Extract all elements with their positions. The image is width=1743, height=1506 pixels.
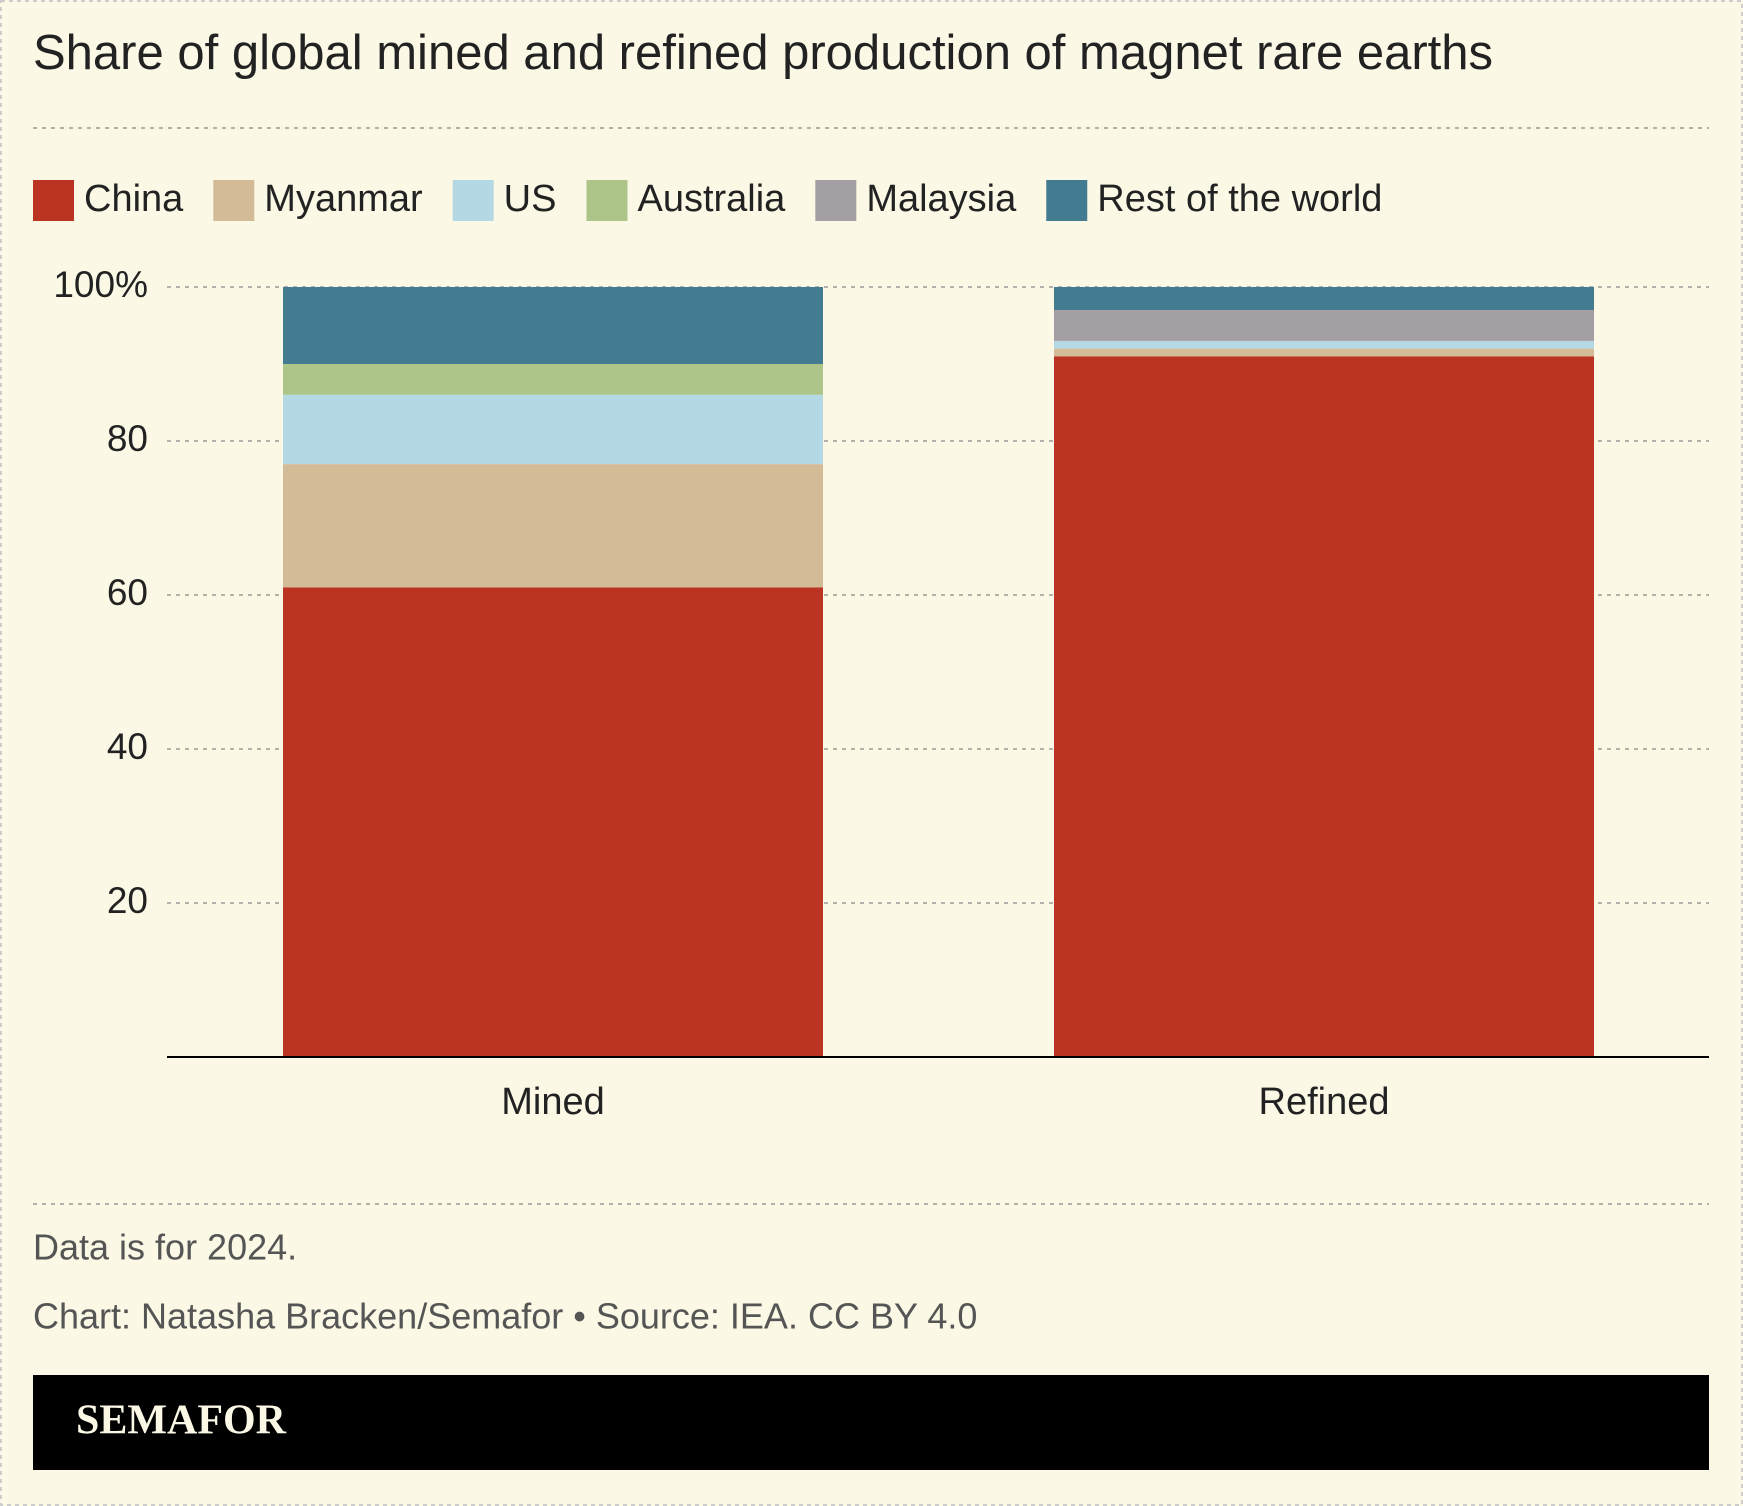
bar-segment: [1054, 340, 1594, 349]
legend-swatch: [33, 180, 74, 221]
legend-label: US: [504, 178, 557, 220]
y-tick-label: 20: [107, 880, 148, 921]
brand: SEMAFOR: [76, 1398, 287, 1444]
y-tick-label: 60: [107, 572, 148, 613]
note: Data is for 2024.: [33, 1227, 297, 1268]
source: Chart: Natasha Bracken/Semafor • Source:…: [33, 1296, 977, 1337]
brand-bar: [33, 1375, 1709, 1470]
bar-segment: [1054, 348, 1594, 357]
legend-label: Myanmar: [264, 178, 423, 220]
legend-label: Malaysia: [866, 178, 1017, 220]
bar-segment: [283, 464, 823, 588]
bar-segment: [283, 394, 823, 465]
legend-swatch: [815, 180, 857, 221]
legend-swatch: [452, 180, 494, 221]
y-tick-label: 80: [107, 418, 148, 459]
legend-swatch: [213, 180, 255, 221]
bar-segment: [283, 587, 823, 1057]
bar-segment: [1054, 310, 1594, 341]
bar-segment: [1054, 287, 1594, 311]
bar-segment: [283, 287, 823, 364]
x-tick-label: Refined: [1259, 1081, 1390, 1123]
x-tick-label: Mined: [501, 1081, 605, 1123]
bar-segment: [1054, 356, 1594, 1057]
y-tick-label: 100%: [53, 264, 148, 305]
legend-label: China: [84, 178, 184, 220]
legend-swatch: [586, 180, 628, 221]
y-tick-label: 40: [107, 726, 148, 767]
chart-title: Share of global mined and refined produc…: [33, 26, 1493, 80]
legend-label: Rest of the world: [1097, 178, 1382, 220]
legend-label: Australia: [637, 178, 786, 220]
legend-swatch: [1046, 180, 1088, 221]
bar-segment: [283, 364, 823, 395]
